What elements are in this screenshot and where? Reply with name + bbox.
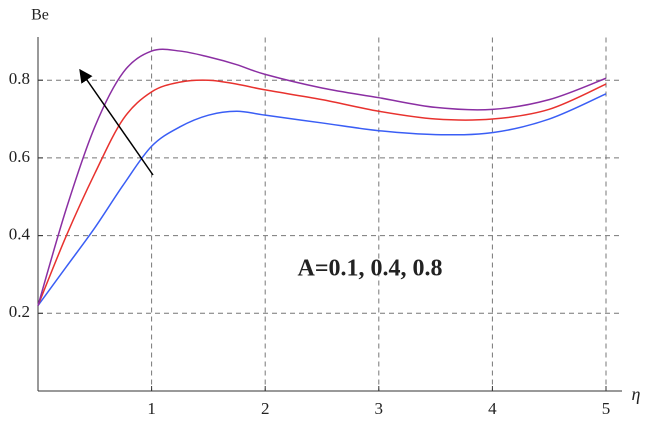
x-tick-label: 3	[375, 399, 384, 418]
annotation: A=0.1, 0.4, 0.8	[297, 256, 442, 282]
x-tick-label: 4	[488, 399, 497, 418]
y-tick-label: 0.4	[9, 225, 31, 244]
x-axis-label: η	[632, 384, 641, 404]
arrow	[79, 68, 154, 176]
y-tick-label: 0.6	[9, 147, 30, 166]
x-tick-label: 5	[602, 399, 611, 418]
lines	[37, 48, 607, 306]
y-tick-label: 0.2	[9, 302, 30, 321]
line	[37, 93, 607, 306]
grid	[38, 37, 620, 391]
line	[37, 79, 607, 306]
y-axis-label: Be	[31, 7, 49, 24]
x-tick-label: 1	[147, 399, 156, 418]
line	[37, 48, 607, 306]
y-tick-label: 0.8	[9, 69, 30, 88]
x-tick-label: 2	[261, 399, 270, 418]
